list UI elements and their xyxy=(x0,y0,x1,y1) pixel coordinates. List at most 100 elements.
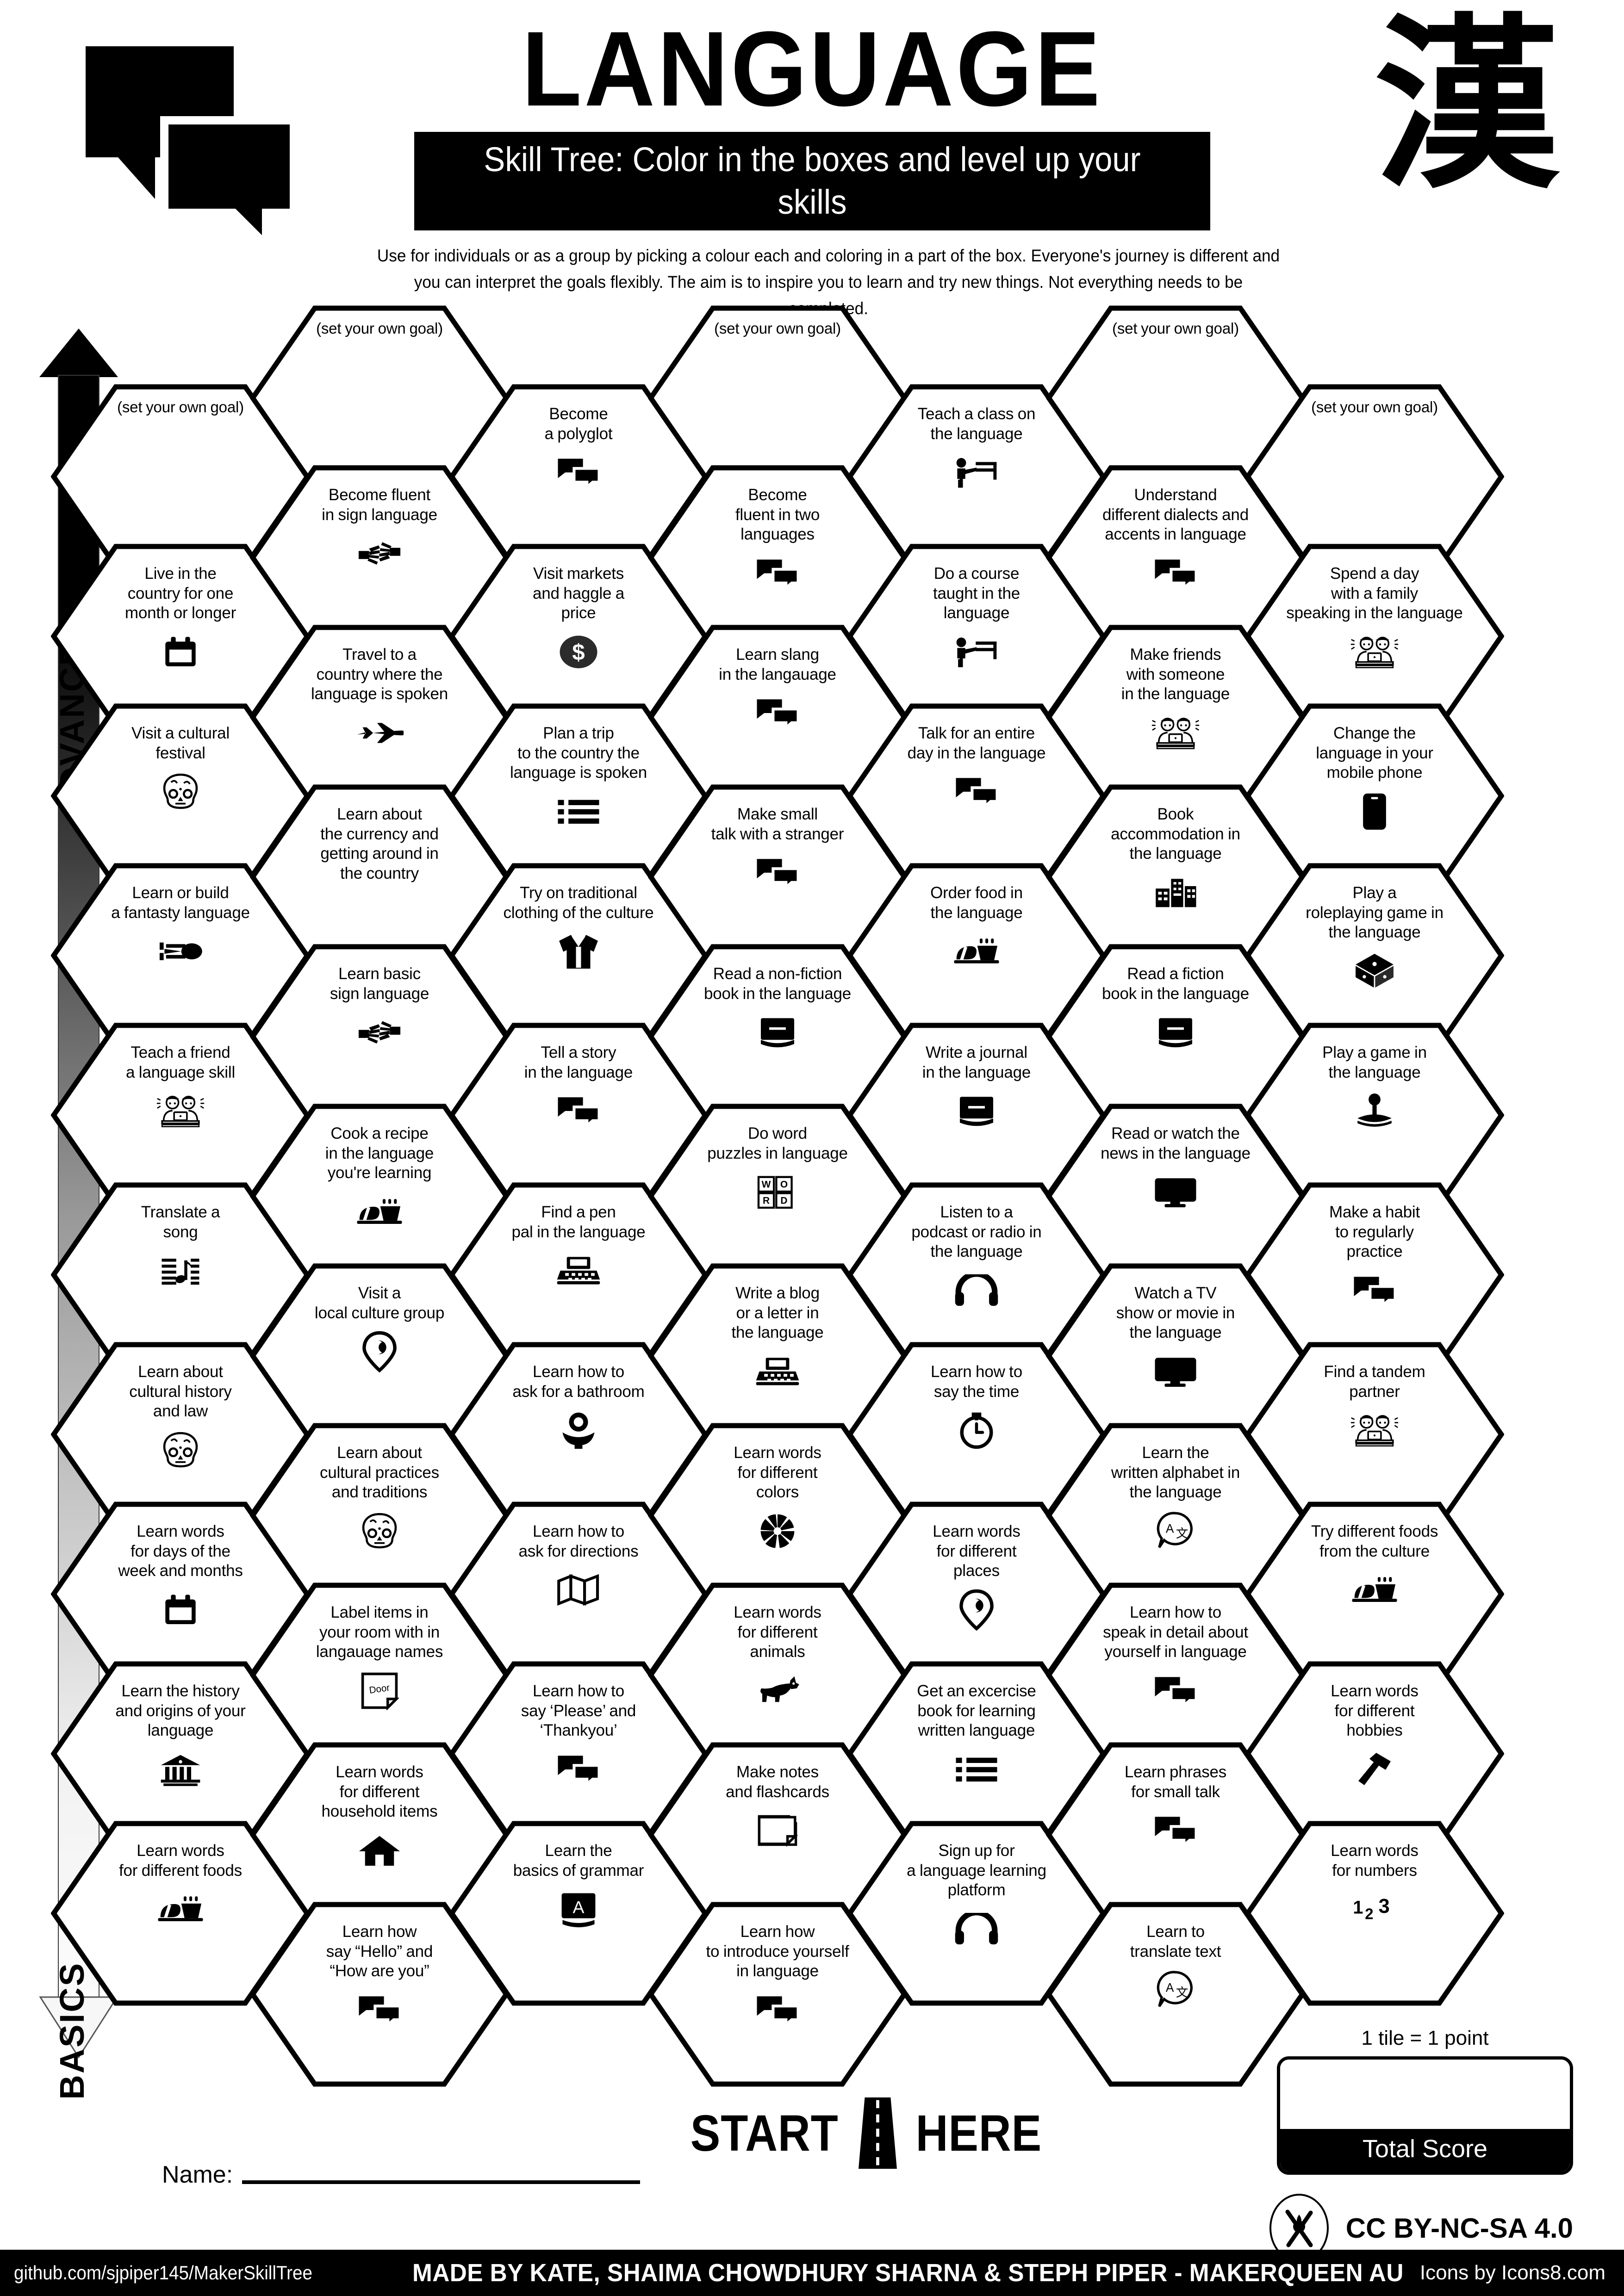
skill-tile[interactable]: Learn slang in the langauage xyxy=(648,625,907,810)
skill-tile[interactable]: Change the language in your mobile phone xyxy=(1245,703,1504,888)
skill-tile[interactable]: Learn how to say the time xyxy=(847,1342,1106,1527)
skill-tile[interactable]: Learn about cultural history and law xyxy=(51,1342,310,1527)
sheet-music-icon xyxy=(159,1248,202,1293)
skill-tile[interactable]: Learn how to introduce yourself in langu… xyxy=(648,1902,907,2087)
skill-tile[interactable]: Plan a trip to the country the language … xyxy=(449,703,708,888)
skill-tile-custom-goal[interactable]: (set your own goal) xyxy=(648,305,907,490)
skill-tile-label: Learn how to say the time xyxy=(931,1363,1022,1401)
svg-text:$: $ xyxy=(572,640,585,665)
speech-bubbles-icon xyxy=(755,691,800,735)
two-people-laptop-icon xyxy=(156,1089,205,1133)
skill-tile[interactable]: Learn the basics of grammar A xyxy=(449,1821,708,2006)
skill-tile[interactable]: Make a habit to regularly practice xyxy=(1245,1182,1504,1367)
skill-tile[interactable]: Sign up for a language learning platform xyxy=(847,1821,1106,2006)
book-icon xyxy=(955,1089,998,1133)
skill-tile-custom-goal[interactable]: (set your own goal) xyxy=(1245,384,1504,569)
skill-tile[interactable]: Learn about cultural practices and tradi… xyxy=(250,1423,509,1608)
skill-tile-label: Do word puzzles in language xyxy=(707,1124,848,1162)
food-tray-icon xyxy=(952,929,1001,974)
skill-tile-label: Do a course taught in the language xyxy=(933,565,1020,622)
skill-tile-label: Learn or build a fantasty language xyxy=(111,884,250,922)
skill-tile[interactable]: Read a fiction book in the language xyxy=(1046,944,1305,1129)
skill-tile-label: Learn how to ask for directions xyxy=(518,1522,639,1560)
skill-tile-custom-goal[interactable]: (set your own goal) xyxy=(250,305,509,490)
speech-bubbles-icon xyxy=(1153,551,1198,596)
speech-bubbles-icon xyxy=(556,1089,601,1133)
skill-tile[interactable]: Learn words for different household item… xyxy=(250,1742,509,1927)
skill-tile[interactable]: Learn words for different animals xyxy=(648,1582,907,1768)
skill-tile-label: Learn about the currency and getting aro… xyxy=(320,805,439,883)
total-score-box[interactable]: Total Score xyxy=(1277,2056,1573,2175)
skill-tile-label: Find a pen pal in the language xyxy=(511,1203,646,1241)
skill-tile[interactable]: Learn words for different hobbies xyxy=(1245,1661,1504,1846)
skill-tile[interactable]: Play a game in the language xyxy=(1245,1023,1504,1208)
skill-tile[interactable]: Learn basic sign language xyxy=(250,944,509,1129)
skill-tile-label: Get an excercise book for learning writt… xyxy=(917,1682,1036,1740)
name-label: Name: xyxy=(162,2161,233,2188)
skill-tile[interactable]: Teach a friend a language skill xyxy=(51,1023,310,1208)
score-input[interactable] xyxy=(1280,2060,1570,2129)
skill-tile[interactable]: Become fluent in sign language xyxy=(250,465,509,650)
skill-tile[interactable]: Book accommodation in the language xyxy=(1046,784,1305,969)
skill-tile[interactable]: Learn how say “Hello” and “How are you” xyxy=(250,1902,509,2087)
skill-tile-label: Listen to a podcast or radio in the lang… xyxy=(911,1203,1042,1261)
skill-tile[interactable]: Learn words for different colors xyxy=(648,1423,907,1608)
skill-tile[interactable]: Label items in your room with in langaua… xyxy=(250,1582,509,1768)
skill-tile[interactable]: Read or watch the news in the language xyxy=(1046,1104,1305,1289)
skill-tile[interactable]: Do word puzzles in language W O R D xyxy=(648,1104,907,1289)
speech-bubbles-icon xyxy=(755,1988,800,2032)
skill-tile[interactable]: Get an excercise book for learning writt… xyxy=(847,1661,1106,1846)
score-label-bar: Total Score xyxy=(1280,2129,1570,2172)
list-icon xyxy=(556,789,601,834)
skill-tile[interactable]: Read a non-fiction book in the language xyxy=(648,944,907,1129)
dog-icon xyxy=(753,1669,802,1713)
name-input[interactable] xyxy=(242,2180,641,2184)
skill-tile-label: Teach a class on the language xyxy=(917,405,1036,443)
monitor-icon xyxy=(1153,1170,1198,1214)
phone-icon xyxy=(1361,789,1388,834)
map-icon xyxy=(556,1568,601,1612)
skill-tile-label: Learn about cultural history and law xyxy=(129,1363,232,1421)
skill-tile[interactable]: Learn phrases for small talk xyxy=(1046,1742,1305,1927)
skill-tile[interactable]: Learn or build a fantasty language xyxy=(51,863,310,1048)
skill-tile-label: Visit a cultural festival xyxy=(131,724,230,762)
skill-tile[interactable]: Find a tandem partner xyxy=(1245,1342,1504,1527)
skill-tile[interactable]: Do a course taught in the language xyxy=(847,544,1106,729)
skill-tile[interactable]: Write a blog or a letter in the language xyxy=(648,1263,907,1448)
skill-tile[interactable]: Write a journal in the language xyxy=(847,1023,1106,1208)
skill-tile-label: Learn to translate text xyxy=(1130,1923,1221,1961)
food-tray-icon xyxy=(355,1190,404,1234)
skill-tile[interactable]: Learn words for different foods xyxy=(51,1821,310,2006)
skill-tile-label: Order food in the language xyxy=(930,884,1023,922)
footer-icons-credit[interactable]: Icons by Icons8.com xyxy=(1419,2261,1605,2284)
skill-tile[interactable]: Play a roleplaying game in the language xyxy=(1245,863,1504,1048)
skill-tile[interactable]: Learn how to say ‘Please’ and ‘Thankyou’ xyxy=(449,1661,708,1846)
skill-tile[interactable]: Try different foods from the culture xyxy=(1245,1502,1504,1687)
skill-tile[interactable]: Learn about the currency and getting aro… xyxy=(250,784,509,969)
calendar-icon xyxy=(161,1588,200,1632)
food-tray-icon xyxy=(1350,1568,1399,1612)
skill-tile-label: Write a journal in the language xyxy=(922,1043,1031,1081)
location-pin-icon xyxy=(361,1329,398,1374)
skill-tile[interactable]: Visit markets and haggle a price $ xyxy=(449,544,708,729)
skill-tile[interactable]: Watch a TV show or movie in the language xyxy=(1046,1263,1305,1448)
skill-tile[interactable]: Spend a day with a family speaking in th… xyxy=(1245,544,1504,729)
skill-tile[interactable]: Learn words for different places xyxy=(847,1502,1106,1687)
skill-tile[interactable]: Make small talk with a stranger xyxy=(648,784,907,969)
skill-tile-label: Translate a song xyxy=(141,1203,220,1241)
skill-tile[interactable]: Travel to a country where the language i… xyxy=(250,625,509,810)
speech-bubble-logo xyxy=(86,46,298,255)
sign-language-icon xyxy=(355,1010,404,1055)
skill-tile[interactable]: Learn to translate text A 文 xyxy=(1046,1902,1305,2087)
skill-tile-custom-goal[interactable]: (set your own goal) xyxy=(1046,305,1305,490)
skill-tile[interactable]: Learn how to ask for a bathroom xyxy=(449,1342,708,1527)
skill-tile[interactable]: Listen to a podcast or radio in the lang… xyxy=(847,1182,1106,1367)
start-word-left: START xyxy=(690,2104,839,2162)
skill-tile[interactable]: Learn words for days of the week and mon… xyxy=(51,1502,310,1687)
skill-tile[interactable]: Learn words for numbers 1 2 3 xyxy=(1245,1821,1504,2006)
speech-bubbles-icon xyxy=(755,551,800,596)
skill-tile[interactable]: Visit a cultural festival xyxy=(51,703,310,888)
calendar-icon xyxy=(161,630,200,674)
skill-tile[interactable]: Understand different dialects and accent… xyxy=(1046,465,1305,650)
footer-github-link[interactable]: github.com/sjpiper145/MakerSkillTree xyxy=(14,2262,313,2284)
